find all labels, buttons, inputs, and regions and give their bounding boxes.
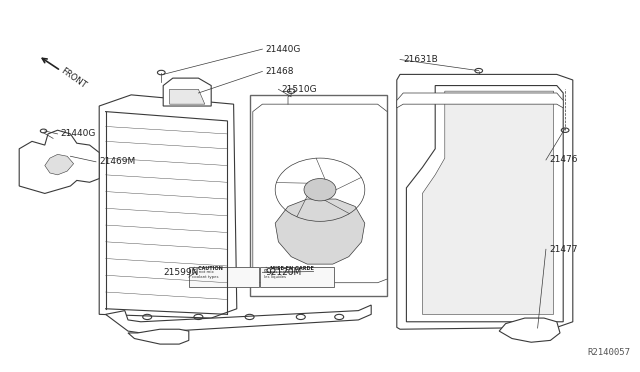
Polygon shape (499, 318, 560, 342)
Text: ⚠ MISE EN GARDE: ⚠ MISE EN GARDE (264, 266, 314, 270)
Text: 21631B: 21631B (403, 55, 438, 64)
Ellipse shape (304, 179, 336, 201)
Polygon shape (45, 154, 74, 175)
Text: 21440G: 21440G (266, 45, 301, 54)
Polygon shape (406, 86, 563, 322)
Bar (189, 267, 259, 287)
Polygon shape (170, 89, 205, 104)
Polygon shape (275, 199, 365, 264)
Text: 21599N: 21599N (163, 268, 198, 277)
Text: ⚠ CAUTION: ⚠ CAUTION (192, 266, 223, 270)
Bar (250, 95, 387, 296)
Text: 21469M: 21469M (99, 157, 136, 166)
Polygon shape (397, 93, 563, 108)
Text: 21477: 21477 (549, 245, 578, 254)
Text: Do not mix
coolant types: Do not mix coolant types (192, 270, 218, 279)
Polygon shape (99, 95, 237, 318)
Text: R2140057: R2140057 (588, 348, 630, 357)
Text: 21476: 21476 (549, 155, 578, 164)
Polygon shape (163, 78, 211, 106)
Polygon shape (422, 91, 554, 314)
Polygon shape (253, 104, 387, 283)
Text: FRONT: FRONT (59, 66, 88, 90)
Bar (260, 267, 334, 287)
Polygon shape (397, 74, 573, 329)
Polygon shape (128, 329, 189, 344)
Polygon shape (106, 305, 371, 333)
Polygon shape (19, 130, 99, 193)
Text: 21440G: 21440G (61, 129, 96, 138)
Text: 21468: 21468 (266, 67, 294, 76)
Text: Ne pas mélanger
les liquides: Ne pas mélanger les liquides (264, 270, 297, 279)
Text: 92120M: 92120M (266, 268, 302, 277)
Text: 21510G: 21510G (282, 85, 317, 94)
